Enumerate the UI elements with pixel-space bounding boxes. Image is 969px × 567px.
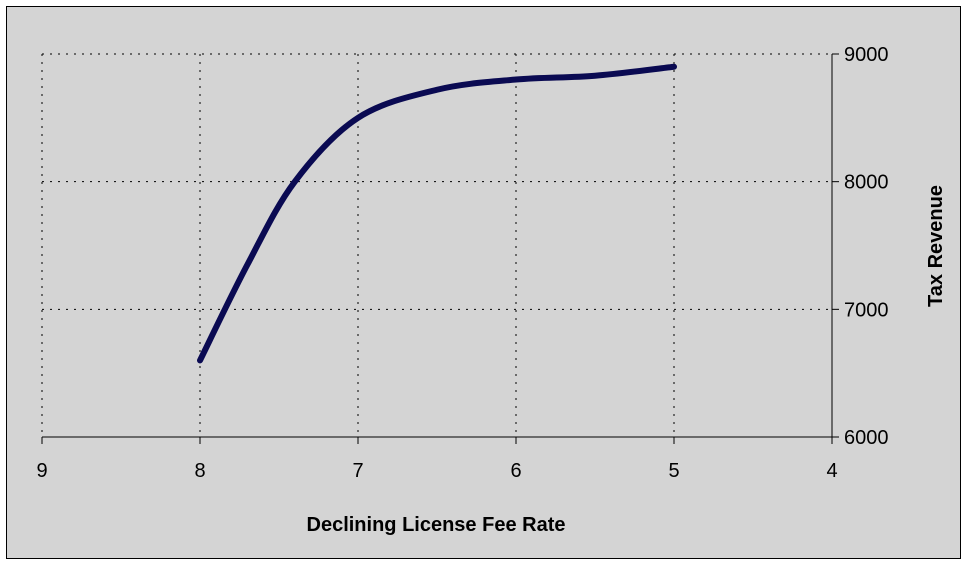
x-tick-label: 8 [194, 460, 205, 482]
chart-frame [6, 6, 961, 559]
axes [41, 53, 839, 444]
x-tick-labels: 9 8 7 6 5 4 [36, 460, 837, 482]
y-tick-label: 9000 [844, 44, 889, 66]
x-tick-label: 7 [352, 460, 363, 482]
y-axis-title: Tax Revenue [925, 185, 947, 307]
y-tick-labels: 6000 7000 8000 9000 [844, 44, 889, 449]
x-tick-label: 4 [826, 460, 837, 482]
x-axis-title: Declining License Fee Rate [307, 514, 566, 536]
grid-lines [41, 53, 832, 437]
y-tick-label: 8000 [844, 172, 889, 194]
x-tick-label: 6 [510, 460, 521, 482]
x-tick-label: 5 [668, 460, 679, 482]
x-tick-label: 9 [36, 460, 47, 482]
y-tick-label: 6000 [844, 427, 889, 449]
y-tick-label: 7000 [844, 299, 889, 321]
series-group [197, 63, 677, 364]
series-line [197, 63, 677, 364]
